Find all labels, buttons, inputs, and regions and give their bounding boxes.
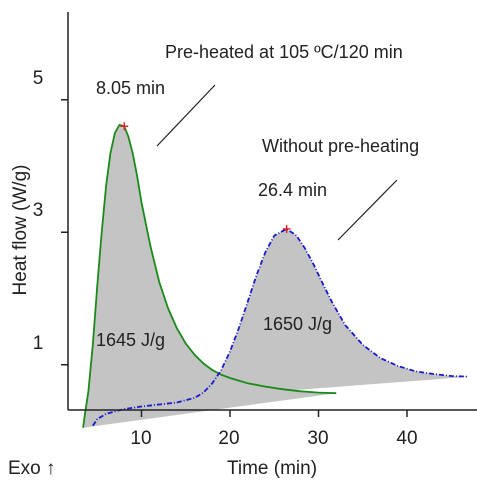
- preheated-peak-label: 8.05 min: [96, 78, 165, 98]
- preheated-curve: [82, 123, 337, 428]
- x-tick-label-40: 40: [396, 428, 417, 449]
- y-tick-label-3: 3: [33, 200, 44, 221]
- preheated-leader-line: [156, 84, 216, 147]
- y-tick-label-5: 5: [33, 68, 44, 89]
- preheated-label: Pre-heated at 105 ºC/120 min: [165, 42, 403, 62]
- without-leader-line: [337, 179, 398, 241]
- without-peak-label: 26.4 min: [258, 180, 327, 200]
- x-tick-label-10: 10: [130, 428, 151, 449]
- preheated-area: [83, 124, 337, 428]
- without-enthalpy-label: 1650 J/g: [263, 314, 332, 334]
- x-tick-label-30: 30: [307, 428, 328, 449]
- peak-markers: [120, 122, 291, 233]
- without-curve: [92, 227, 469, 427]
- preheated-enthalpy-label: 1645 J/g: [96, 330, 165, 350]
- x-tick-label-20: 20: [218, 428, 239, 449]
- exo-direction-label: Exo ↑: [8, 458, 56, 479]
- without-label: Without pre-heating: [262, 136, 419, 156]
- enthalpy-fills: [83, 124, 469, 428]
- without-area: [92, 228, 469, 426]
- y-tick-label-1: 1: [33, 333, 44, 354]
- y-axis-title: Heat flow (W/g): [10, 165, 31, 296]
- x-axis-title: Time (min): [227, 458, 317, 479]
- heat-flow-curves: [82, 123, 469, 428]
